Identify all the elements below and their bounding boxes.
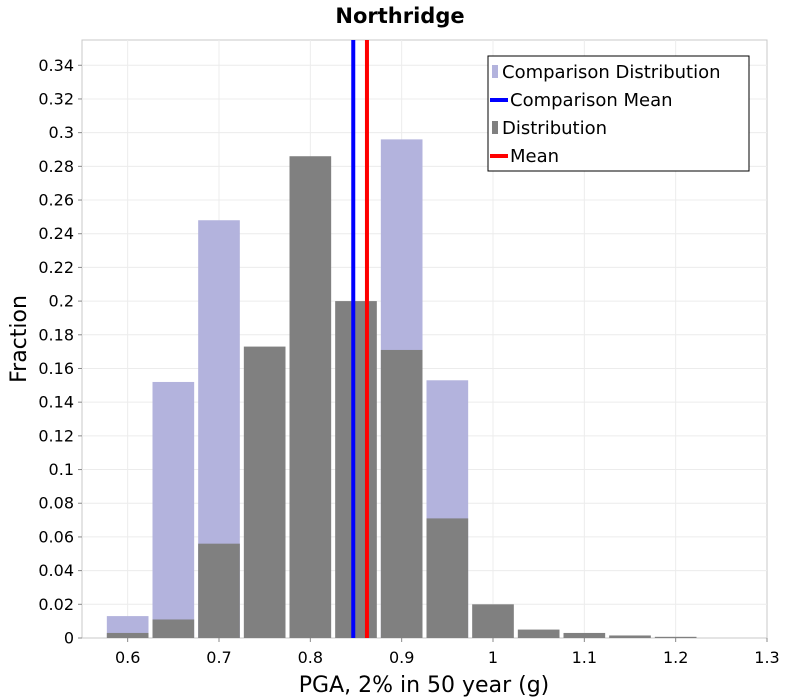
x-tick-label: 0.7 xyxy=(206,648,231,667)
distribution-bar xyxy=(380,349,423,638)
y-tick-label: 0.02 xyxy=(38,595,74,614)
legend-label: Comparison Mean xyxy=(510,90,673,111)
legend-box xyxy=(487,55,750,172)
distribution-bars xyxy=(106,156,697,638)
chart-title: Northridge xyxy=(335,4,464,28)
x-tick-label: 1.2 xyxy=(663,648,688,667)
y-tick-label: 0.18 xyxy=(38,325,74,344)
comparison-bar xyxy=(152,381,195,638)
y-tick-label: 0.14 xyxy=(38,393,74,412)
y-tick-label: 0.22 xyxy=(38,258,74,277)
legend: Comparison Distribution Comparison Mean Di… xyxy=(487,55,750,172)
distribution-bar xyxy=(654,636,697,638)
y-tick-label: 0.06 xyxy=(38,527,74,546)
distribution-bar xyxy=(106,632,149,638)
legend-swatch xyxy=(492,121,498,134)
y-tick-label: 0.04 xyxy=(38,561,74,580)
y-axis-label: Fraction xyxy=(7,295,32,383)
distribution-bar xyxy=(152,619,195,638)
y-tick-label: 0 xyxy=(64,629,74,648)
distribution-bar xyxy=(198,543,240,638)
y-tick-label: 0.32 xyxy=(38,89,74,108)
distribution-bar xyxy=(609,635,651,638)
y-tick-label: 0.28 xyxy=(38,157,74,176)
y-tick-label: 0.1 xyxy=(49,460,74,479)
legend-swatch xyxy=(492,65,498,78)
x-tick-label: 1.1 xyxy=(572,648,597,667)
x-tick-label: 0.9 xyxy=(389,648,414,667)
mean-lines xyxy=(351,40,369,638)
x-axis-ticks: 0.6 0.7 0.8 0.9 1 1.1 1.2 1.3 xyxy=(115,638,780,667)
distribution-bar xyxy=(335,301,377,638)
y-tick-label: 0.2 xyxy=(49,292,74,311)
distribution-bar xyxy=(517,629,560,638)
y-tick-label: 0.16 xyxy=(38,359,74,378)
legend-label: Mean xyxy=(510,146,559,167)
distribution-bar xyxy=(289,156,332,638)
distribution-bar xyxy=(472,604,514,638)
x-tick-label: 1.3 xyxy=(754,648,779,667)
x-tick-label: 0.8 xyxy=(298,648,323,667)
y-axis-ticks: 0 0.02 0.04 0.06 0.08 0.1 0.12 0.14 0.16 0.18 0.2 0… xyxy=(38,56,82,648)
y-tick-label: 0.12 xyxy=(38,426,74,445)
y-tick-label: 0.3 xyxy=(49,123,74,142)
y-tick-label: 0.26 xyxy=(38,191,74,210)
x-tick-label: 0.6 xyxy=(115,648,140,667)
legend-label: Comparison Distribution xyxy=(502,62,721,83)
y-tick-label: 0.24 xyxy=(38,224,74,243)
distribution-bar xyxy=(243,346,286,638)
legend-label: Distribution xyxy=(502,118,607,139)
x-axis-label: PGA, 2% in 50 year (g) xyxy=(299,673,550,698)
comparison-bar xyxy=(106,616,149,638)
x-tick-label: 1 xyxy=(488,648,498,667)
distribution-bar xyxy=(426,518,469,638)
y-tick-label: 0.08 xyxy=(38,494,74,513)
distribution-bar xyxy=(563,632,606,638)
y-tick-label: 0.34 xyxy=(38,56,74,75)
